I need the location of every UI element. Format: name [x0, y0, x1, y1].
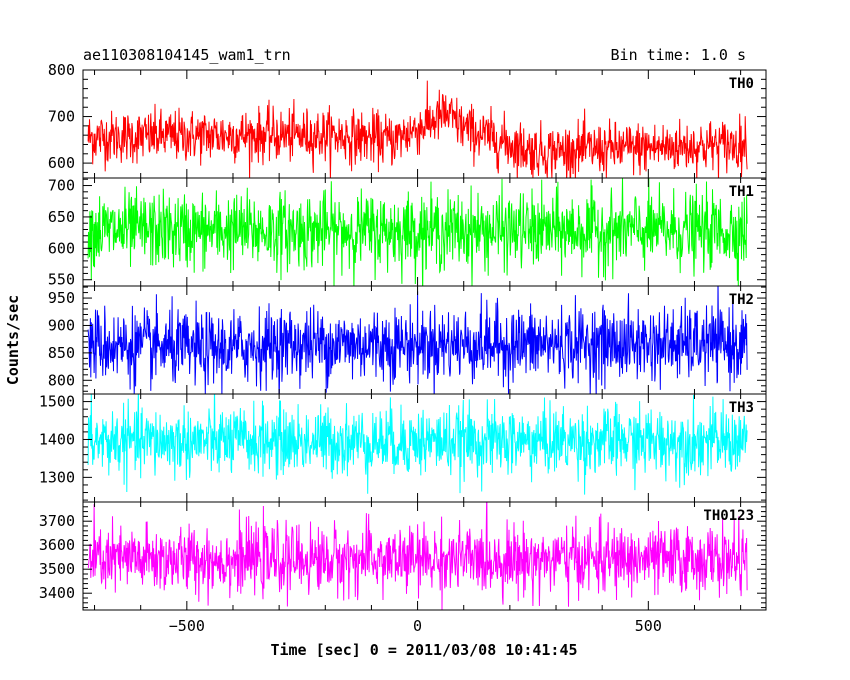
panel-label-th0: TH0: [729, 76, 754, 92]
panel-label-th2: TH2: [729, 292, 754, 308]
panels: 600 700 800 TH0 550 600 650 700 TH1 800 850 900 950 T…: [39, 61, 767, 635]
y-tick-label-th2: 900: [48, 316, 75, 334]
y-tick-label-th0123: 3400: [39, 584, 75, 602]
x-axis-label: Time [sec] 0 = 2011/03/08 10:41:45: [270, 641, 577, 659]
panel-label-th3: TH3: [729, 400, 754, 416]
series-line-th3: [87, 394, 748, 495]
panel-frame-th0: [82, 69, 767, 179]
x-tick-label: 0: [413, 617, 422, 635]
y-tick-label-th3: 1400: [39, 430, 75, 448]
x-tick-label: −500: [169, 617, 205, 635]
y-tick-label-th1: 600: [48, 239, 75, 257]
series-line-th1: [87, 178, 748, 286]
y-tick-label-th1: 550: [48, 271, 75, 289]
y-tick-label-th1: 650: [48, 208, 75, 226]
panel-label-th1: TH1: [729, 184, 754, 200]
y-axis-label: Counts/sec: [4, 295, 22, 385]
y-tick-label-th2: 950: [48, 289, 75, 307]
bin-time-label: Bin time: 1.0 s: [611, 46, 746, 64]
x-tick-label: 500: [635, 617, 662, 635]
y-tick-label-th2: 850: [48, 344, 75, 362]
y-tick-label-th3: 1500: [39, 393, 75, 411]
y-tick-label-th1: 700: [48, 177, 75, 195]
y-tick-label-th0: 600: [48, 154, 75, 172]
y-tick-label-th0123: 3700: [39, 512, 75, 530]
panel-label-th0123: TH0123: [703, 508, 754, 524]
chart-title: ae110308104145_wam1_trn: [83, 46, 291, 64]
y-tick-label-th0: 700: [48, 108, 75, 126]
y-tick-label-th0123: 3500: [39, 560, 75, 578]
y-tick-label-th3: 1300: [39, 468, 75, 486]
series-line-th0: [87, 80, 748, 178]
y-tick-label-th0123: 3600: [39, 536, 75, 554]
panel-frame-th0123: [82, 501, 767, 611]
series-line-th0123: [87, 502, 748, 610]
y-tick-label-th0: 800: [48, 61, 75, 79]
y-tick-label-th2: 800: [48, 371, 75, 389]
